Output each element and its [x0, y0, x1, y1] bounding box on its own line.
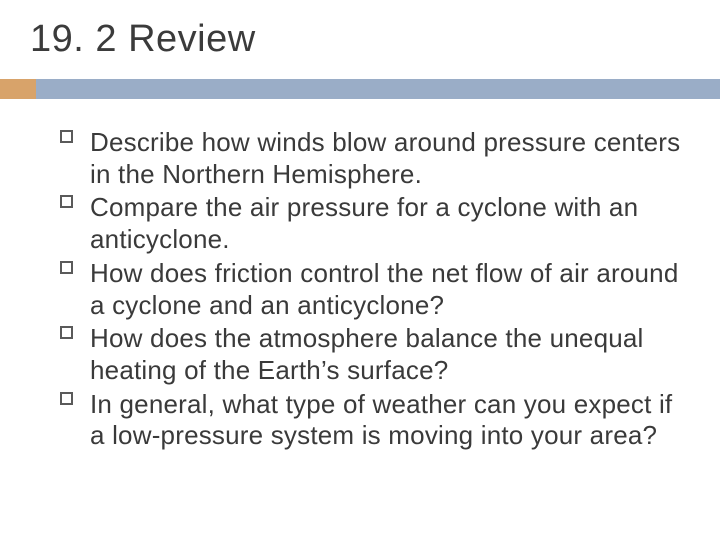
list-item-text: Describe how winds blow around pressure …: [90, 127, 680, 189]
rule-bar: [36, 79, 720, 99]
list-item-text: How does the atmosphere balance the uneq…: [90, 323, 644, 385]
page-title: 19. 2 Review: [0, 18, 720, 61]
content-area: Describe how winds blow around pressure …: [0, 99, 720, 452]
square-bullet-icon: [60, 326, 73, 339]
list-item: In general, what type of weather can you…: [60, 389, 690, 452]
list-item-text: How does friction control the net flow o…: [90, 258, 678, 320]
square-bullet-icon: [60, 261, 73, 274]
rule-accent: [0, 79, 36, 99]
list-item: Describe how winds blow around pressure …: [60, 127, 690, 190]
square-bullet-icon: [60, 392, 73, 405]
square-bullet-icon: [60, 130, 73, 143]
bullet-list: Describe how winds blow around pressure …: [60, 127, 690, 452]
list-item-text: In general, what type of weather can you…: [90, 389, 672, 451]
list-item: Compare the air pressure for a cyclone w…: [60, 192, 690, 255]
list-item: How does the atmosphere balance the uneq…: [60, 323, 690, 386]
slide: 19. 2 Review Describe how winds blow aro…: [0, 0, 720, 540]
list-item-text: Compare the air pressure for a cyclone w…: [90, 192, 638, 254]
list-item: How does friction control the net flow o…: [60, 258, 690, 321]
title-rule: [0, 79, 720, 99]
square-bullet-icon: [60, 195, 73, 208]
